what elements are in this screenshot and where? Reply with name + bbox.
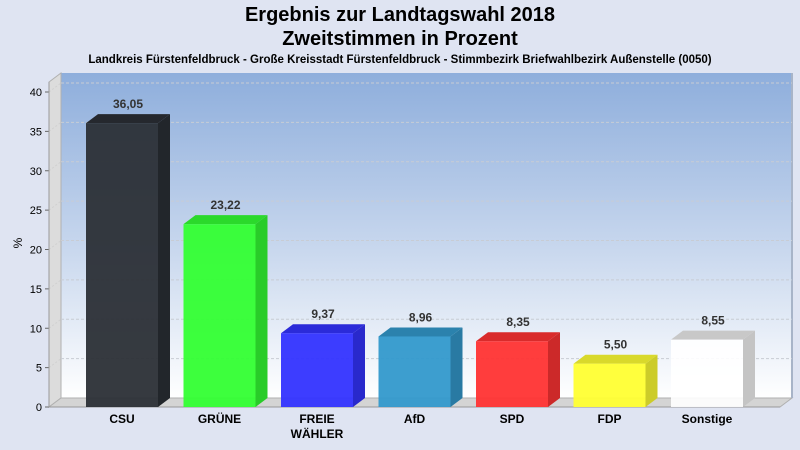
- y-tick-label: 30: [30, 166, 42, 178]
- y-axis-label: %: [11, 237, 25, 248]
- bar-value-label: 5,50: [604, 338, 628, 352]
- y-tick-label: 15: [30, 284, 42, 296]
- gridline-side: [48, 279, 62, 290]
- x-tick-label: FDP: [598, 412, 622, 426]
- x-tick-label: WÄHLER: [291, 426, 344, 441]
- y-tick-label: 25: [30, 205, 42, 217]
- gridline-side: [48, 240, 62, 250]
- bar-side: [353, 324, 365, 407]
- gridline-side: [48, 318, 62, 329]
- chart-title: Ergebnis zur Landtagswahl 2018: [244, 4, 556, 26]
- bar: [281, 333, 353, 407]
- bar-value-label: 36,05: [113, 97, 143, 111]
- x-tick-label: CSU: [109, 412, 134, 426]
- bar-side: [645, 354, 658, 407]
- plot-side-wall: [48, 72, 62, 408]
- bar: [378, 336, 451, 407]
- x-tick-label: SPD: [500, 412, 525, 426]
- bar-side: [450, 327, 463, 407]
- bar-top: [573, 354, 658, 364]
- bar-top: [86, 114, 170, 124]
- bar-side: [743, 330, 755, 407]
- bar-top: [476, 332, 560, 342]
- bar-top: [281, 324, 365, 334]
- y-tick-label: 40: [30, 87, 42, 99]
- gridline-side: [48, 200, 62, 211]
- gridline-side: [48, 161, 62, 172]
- bar: [183, 224, 256, 407]
- bar-value-label: 9,37: [311, 307, 335, 321]
- y-tick-label: 20: [30, 245, 42, 257]
- y-tick-label: 5: [36, 363, 42, 375]
- bar-value-label: 8,35: [506, 315, 530, 329]
- bar-value-label: 8,96: [409, 310, 433, 324]
- y-tick-label: 35: [30, 126, 42, 138]
- bar-side: [158, 114, 170, 407]
- x-tick-label: GRÜNE: [198, 411, 241, 426]
- bar-value-label: 23,22: [210, 198, 240, 212]
- plot-area: 0 5 10 15 20 25 30 35 40% 36,05 CSU 23,22 GRÜNE 9,37 F…: [11, 72, 794, 441]
- bar-side: [255, 215, 268, 407]
- bar-side: [548, 332, 560, 407]
- bar-top: [378, 327, 463, 337]
- gridline-side: [48, 121, 62, 132]
- y-tick-label: 0: [36, 402, 42, 414]
- chart-subtitle: Zweitstimmen in Prozent: [282, 28, 518, 50]
- bar: [573, 363, 646, 407]
- bar: [86, 123, 158, 407]
- bar: [476, 341, 548, 407]
- bar-value-label: 8,55: [701, 314, 725, 328]
- y-tick-label: 10: [30, 323, 42, 335]
- bar-top: [671, 330, 755, 340]
- bar: [671, 339, 743, 407]
- x-tick-label: AfD: [404, 412, 426, 426]
- gridline-side: [48, 358, 62, 369]
- x-tick-label: Sonstige: [682, 412, 733, 426]
- x-tick-label: FREIE: [299, 412, 334, 426]
- bar-top: [183, 215, 268, 225]
- gridline-side: [48, 82, 62, 93]
- chart-caption: Landkreis Fürstenfeldbruck - Große Kreis…: [88, 54, 712, 66]
